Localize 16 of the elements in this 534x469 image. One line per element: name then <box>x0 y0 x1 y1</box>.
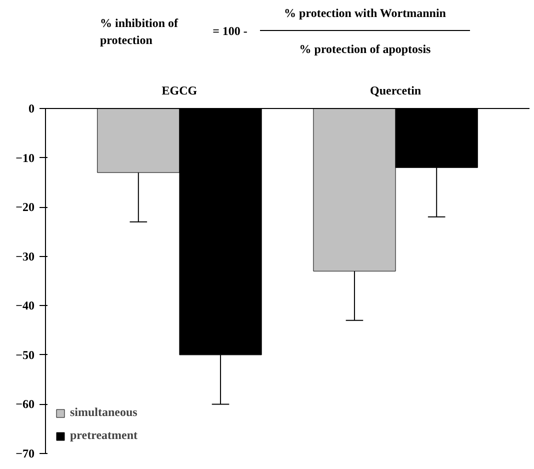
legend-label: pretreatment <box>70 428 138 443</box>
text: % inhibition of protection <box>100 14 180 49</box>
x-tick-label: EGCG <box>162 84 198 98</box>
text: % protection with Wortmannin <box>260 5 470 32</box>
y-tick-label: −60 <box>16 397 35 412</box>
text: = 100 - <box>212 23 248 40</box>
text: % protection of apoptosis <box>298 41 432 58</box>
y-tick-label: −30 <box>16 249 35 264</box>
y-tick-label: −10 <box>16 150 35 165</box>
y-tick-label: −70 <box>16 446 35 460</box>
y-tick-label: −20 <box>16 200 35 214</box>
legend-label: simultaneous <box>70 405 138 420</box>
y-tick-label: 0 <box>28 102 34 116</box>
x-tick-label: Quercetin <box>370 84 422 98</box>
y-tick-label: −40 <box>16 298 35 313</box>
y-tick-label: −50 <box>16 348 35 362</box>
